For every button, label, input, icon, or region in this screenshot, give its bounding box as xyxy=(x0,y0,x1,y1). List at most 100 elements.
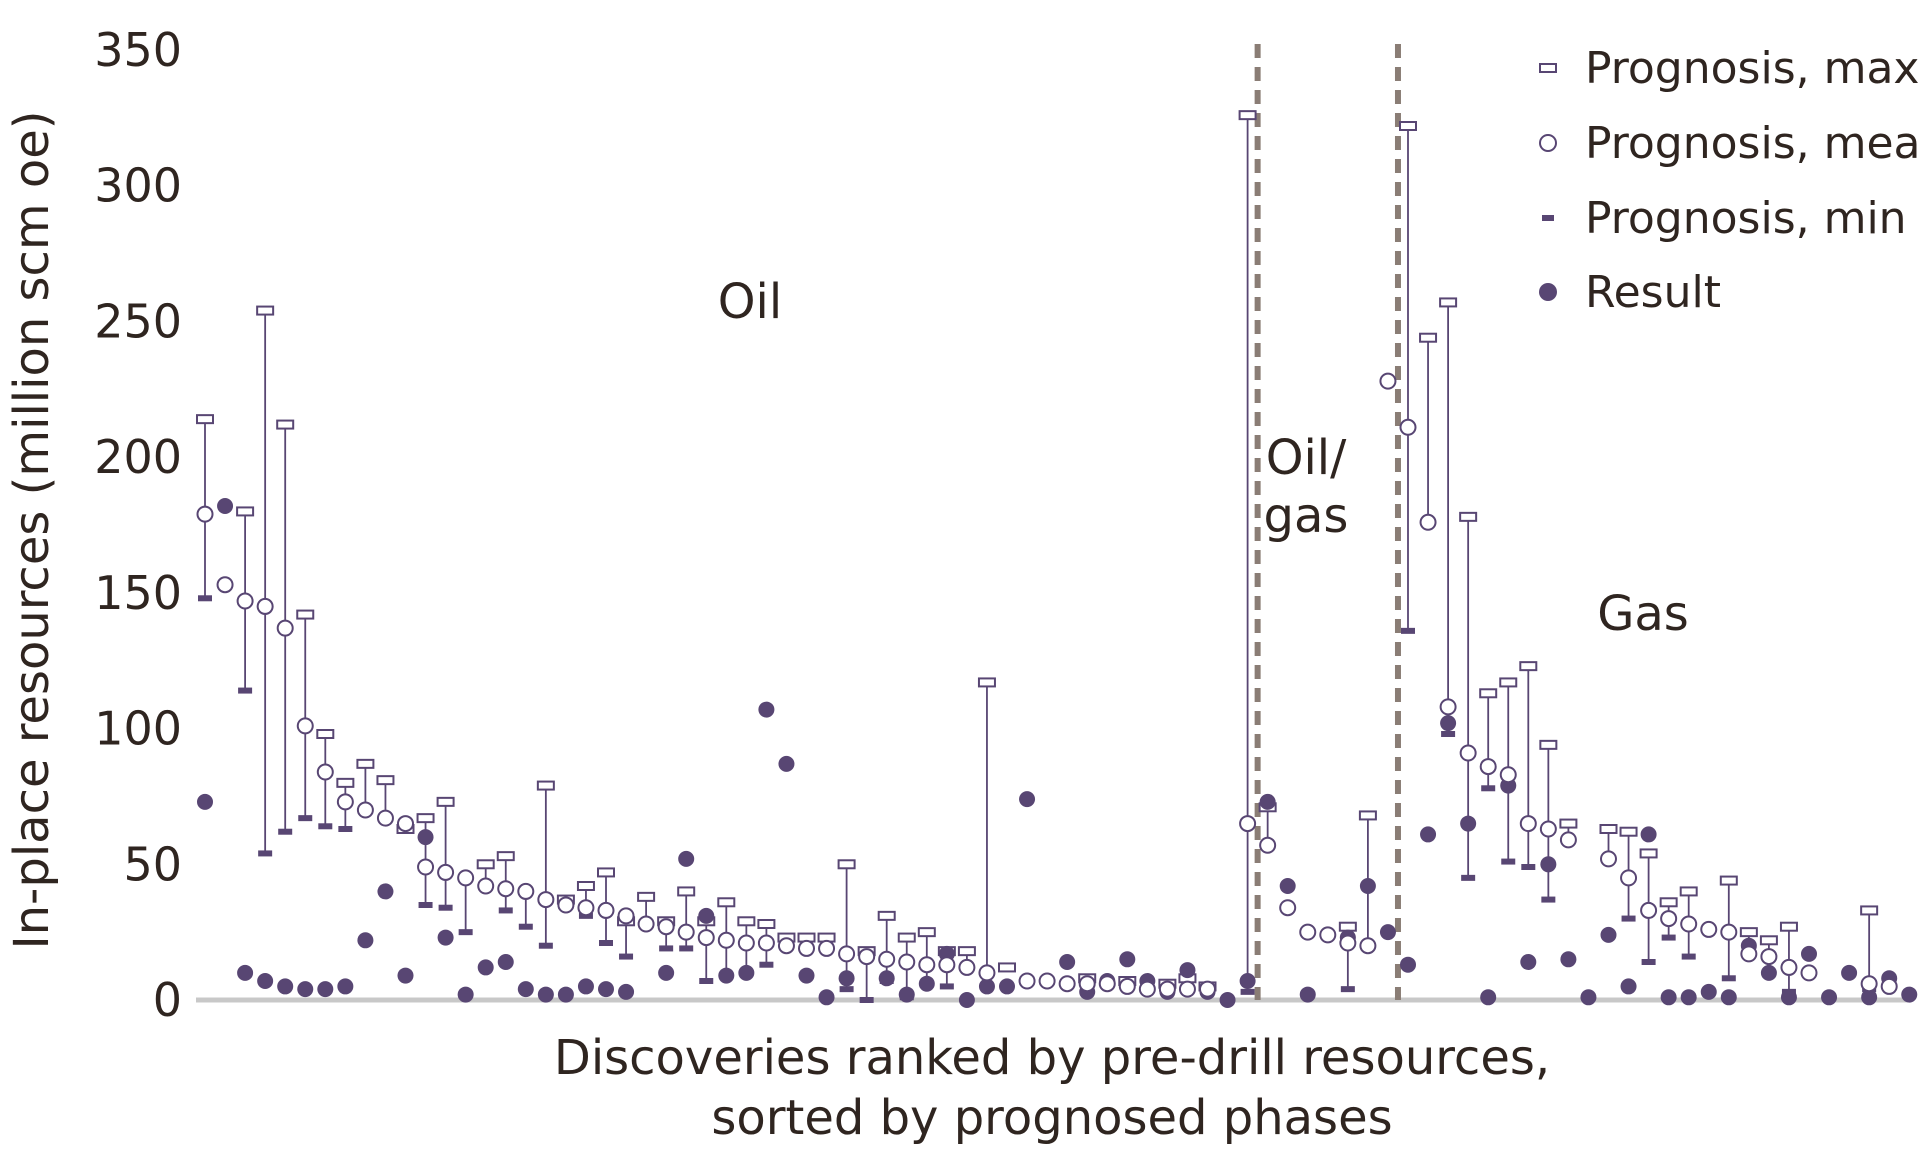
result-point xyxy=(417,829,434,846)
result-point xyxy=(1119,951,1136,968)
prognosis-min-marker xyxy=(1501,858,1516,865)
prognosis-mean-point xyxy=(1720,923,1738,941)
prognosis-mean-point xyxy=(1459,744,1477,762)
prognosis-mean-point xyxy=(1058,975,1076,993)
prognosis-mean-point xyxy=(1760,948,1778,966)
prognosis-mean-point xyxy=(1339,934,1357,952)
prognosis-min-marker xyxy=(1481,785,1496,792)
result-point xyxy=(798,967,815,984)
result-point xyxy=(1179,962,1196,979)
result-point xyxy=(1460,815,1477,832)
prognosis-max-marker xyxy=(1860,905,1879,916)
prognosis-max-marker xyxy=(917,927,936,938)
prognosis-mean-point xyxy=(1700,920,1718,938)
prognosis-min-marker xyxy=(1721,975,1736,982)
prognosis-mean-point xyxy=(557,896,575,914)
result-point xyxy=(1700,983,1717,1000)
prognosis-mean-point xyxy=(437,863,455,881)
prognosis-mean-point xyxy=(537,891,555,909)
data-markers xyxy=(196,110,1918,1008)
prognosis-mean-point xyxy=(276,619,294,637)
prognosis-mean-point xyxy=(1138,980,1156,998)
prognosis-mean-point xyxy=(417,858,435,876)
result-point xyxy=(978,978,995,995)
result-point xyxy=(237,964,254,981)
result-point xyxy=(898,986,915,1003)
result-point xyxy=(918,975,935,992)
result-point xyxy=(1660,989,1677,1006)
prognosis-max-marker xyxy=(1479,688,1498,699)
prognosis-min-marker xyxy=(1461,874,1476,881)
prognosis-mean-point xyxy=(657,918,675,936)
prognosis-range-lines xyxy=(204,115,1871,1000)
prognosis-mean-point xyxy=(1600,850,1617,868)
prognosis-min-marker xyxy=(1641,959,1656,965)
prognosis-max-marker xyxy=(998,962,1016,973)
result-point xyxy=(1520,954,1537,970)
prognosis-mean-point xyxy=(1319,926,1337,944)
prognosis-mean-point xyxy=(757,934,775,952)
result-point xyxy=(999,978,1015,995)
result-point xyxy=(337,978,354,995)
prognosis-min-marker xyxy=(278,828,293,835)
y-tick-label: 250 xyxy=(94,294,182,348)
prognosis-mean-point xyxy=(1259,836,1277,854)
legend-label: Prognosis, min xyxy=(1585,193,1907,244)
y-tick-labels: 0 50 100 150 200 250 300 350 xyxy=(94,23,182,1027)
result-point xyxy=(357,932,374,949)
prognosis-min-marker xyxy=(759,961,774,968)
x-axis-title-line1: Discoveries ranked by pre-drill resource… xyxy=(554,1030,1550,1086)
prognosis-mean-point xyxy=(878,950,896,968)
prognosis-mean-point xyxy=(1078,975,1096,993)
result-point xyxy=(1540,856,1557,873)
result-point xyxy=(698,907,715,924)
result-point xyxy=(257,973,274,989)
prognosis-max-marker xyxy=(1459,511,1478,522)
prognosis-mean-point xyxy=(1178,980,1196,998)
prognosis-mean-point xyxy=(1299,923,1317,941)
prognosis-max-marker xyxy=(1338,921,1357,932)
prognosis-min-marker xyxy=(1240,988,1255,995)
prognosis-max-marker xyxy=(1759,935,1778,946)
legend-mean-symbol xyxy=(1539,134,1557,152)
prognosis-min-marker xyxy=(619,953,634,960)
prognosis-min-marker xyxy=(318,823,333,830)
prognosis-min-marker xyxy=(538,942,553,949)
prognosis-mean-point xyxy=(1419,513,1437,531)
prognosis-max-marker xyxy=(1358,810,1377,821)
prognosis-min-marker xyxy=(498,907,513,914)
prognosis-mean-point xyxy=(677,923,695,941)
prognosis-mean-point xyxy=(1479,758,1497,776)
result-point xyxy=(1760,964,1777,981)
result-point xyxy=(1841,964,1858,981)
result-point xyxy=(1680,989,1697,1006)
legend: Prognosis, max Prognosis, mean Prognosis, … xyxy=(1539,43,1920,318)
result-point xyxy=(1580,989,1597,1006)
prognosis-max-marker xyxy=(356,758,375,769)
prognosis-min-marker xyxy=(1541,896,1556,903)
prognosis-max-marker xyxy=(957,946,976,957)
result-point xyxy=(1720,989,1737,1006)
result-point xyxy=(437,929,454,946)
prognosis-min-marker xyxy=(1401,627,1415,634)
prognosis-mean-point xyxy=(296,717,314,735)
y-tick-label: 50 xyxy=(123,837,182,891)
prognosis-mean-point xyxy=(497,880,515,898)
legend-label: Prognosis, max xyxy=(1585,43,1919,94)
prognosis-min-marker xyxy=(298,815,313,822)
prognosis-mean-point xyxy=(336,793,354,811)
y-tick-label: 350 xyxy=(94,23,182,77)
prognosis-min-marker xyxy=(859,997,874,1003)
prognosis-mean-point xyxy=(1860,975,1878,993)
prognosis-max-marker xyxy=(877,910,896,921)
prognosis-mean-point xyxy=(477,877,495,895)
prognosis-min-marker xyxy=(1441,731,1456,737)
prognosis-min-marker xyxy=(679,945,694,952)
result-point xyxy=(958,992,975,1008)
prognosis-max-marker xyxy=(536,780,555,791)
result-point xyxy=(1440,715,1457,732)
prognosis-mean-point xyxy=(978,964,996,982)
result-point xyxy=(1821,989,1838,1006)
result-point xyxy=(1299,986,1316,1003)
prognosis-mean-point xyxy=(1379,372,1397,390)
